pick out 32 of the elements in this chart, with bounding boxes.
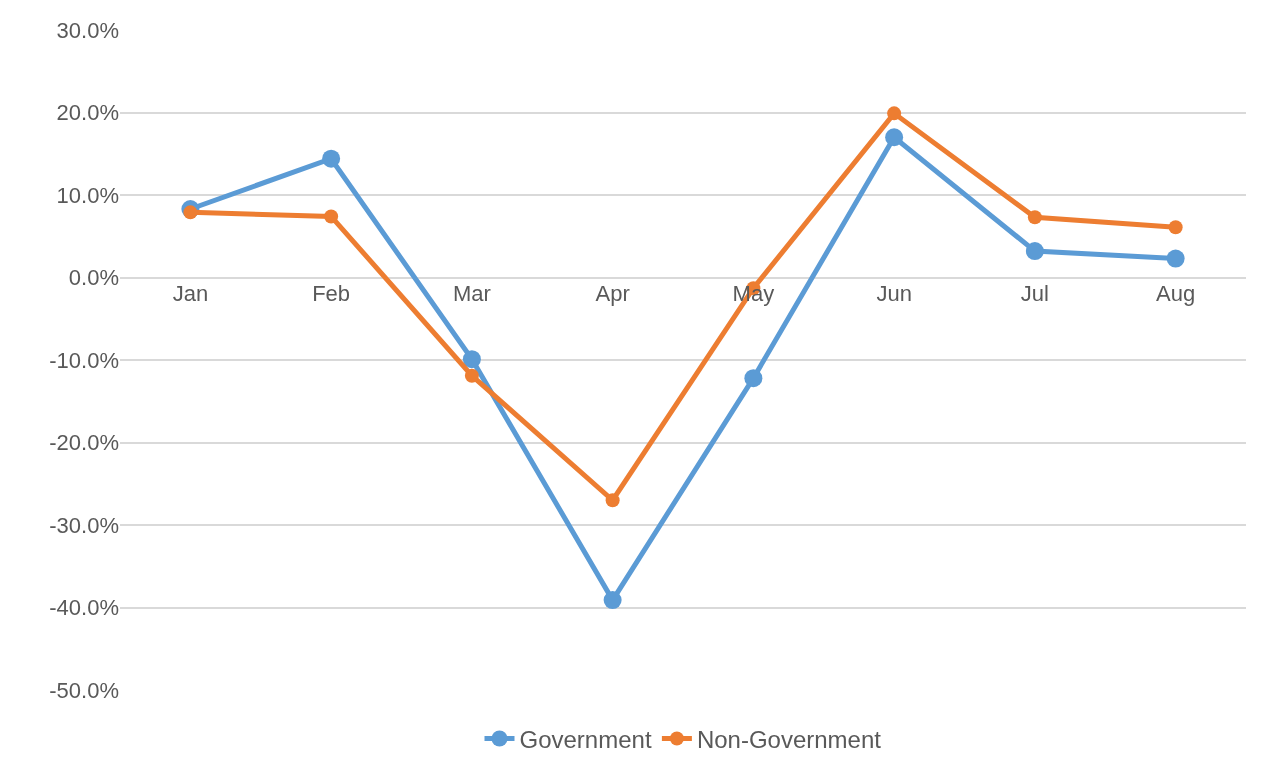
point [603,591,622,610]
point [1027,210,1042,225]
point [605,493,620,508]
point [324,209,339,224]
point [462,350,481,369]
point [1025,242,1044,261]
x-tick-label: Aug [1156,280,1196,306]
y-tick-label: -30.0% [49,512,119,538]
legend-label: Non-Government [696,725,882,753]
x-tick-label: Jul [1020,280,1049,306]
point [885,128,904,147]
point [744,369,763,388]
y-tick-label: 10.0% [56,182,119,208]
legend-label: Government [519,725,652,753]
point [1168,220,1183,235]
point [322,149,341,168]
y-tick-label: -20.0% [49,430,119,456]
x-tick-label: Jun [876,280,912,306]
y-tick-label: -50.0% [49,677,119,703]
y-tick-label: 30.0% [56,17,119,43]
point [887,106,902,121]
x-tick-label: Apr [595,280,630,306]
y-tick-label: -10.0% [49,347,119,373]
point [464,368,479,383]
x-tick-label: Feb [312,280,351,306]
x-tick-label: Jan [172,280,209,306]
y-tick-label: 0.0% [68,265,119,291]
point [183,205,198,220]
x-tick-label: Mar [452,280,491,306]
point [1166,249,1185,268]
y-tick-label: -40.0% [49,595,119,621]
y-tick-label: 20.0% [56,100,119,126]
